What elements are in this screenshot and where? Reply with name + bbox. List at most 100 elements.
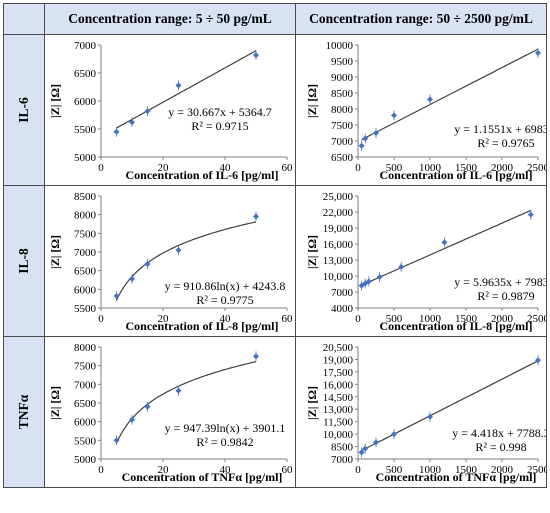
trendline <box>361 360 539 452</box>
data-point <box>527 211 534 218</box>
column-header-high-range: Concentration range: 50 ÷ 2500 pg/mL <box>295 3 547 35</box>
data-point <box>175 387 182 394</box>
data-point <box>365 278 372 285</box>
y-tick-label: 8500 <box>331 442 354 454</box>
y-tick-label: 25,000 <box>323 191 354 203</box>
y-tick-label: 5500 <box>74 124 97 136</box>
data-point <box>535 50 541 56</box>
trendline <box>361 209 532 286</box>
y-tick-label: 7000 <box>74 247 97 259</box>
x-tick-label: 60 <box>282 162 294 174</box>
chart-il8-high: 4000 7000 10,000 13,000 16,000 19,000 22,000 25… <box>305 191 546 333</box>
row-tnf: TNFα 5000 5500 6000 6500 7000 7500 8000 0 20 40 60… <box>3 336 547 488</box>
data-point <box>253 213 259 220</box>
y-tick-label: 22,000 <box>323 207 354 219</box>
x-axis-title: Concentration of IL-8 [pg/ml] <box>380 319 533 333</box>
data-point <box>253 353 259 360</box>
y-tick-label: 6500 <box>74 398 97 410</box>
x-tick-label: 2000 <box>491 162 514 174</box>
data-point <box>144 108 151 115</box>
y-tick-label: 6000 <box>74 96 97 108</box>
fit-equation: y = 30.667x + 5364.7 <box>168 105 272 119</box>
data-point <box>129 119 135 126</box>
x-tick-label: 40 <box>220 313 232 325</box>
data-point <box>441 239 448 246</box>
data-point <box>113 128 120 135</box>
x-tick-label: 20 <box>158 162 170 174</box>
y-tick-label: 14,500 <box>323 392 354 404</box>
fit-r-squared: R² = 0.9765 <box>477 136 534 150</box>
data-point <box>373 439 379 446</box>
y-tick-label: 8000 <box>331 104 354 116</box>
y-tick-label: 19,000 <box>323 354 354 366</box>
trendline <box>361 48 539 141</box>
data-point <box>398 263 405 270</box>
chart-cell-il8-low: 5500 6000 6500 7000 7500 8000 8500 0 20 40 60 Conce… <box>44 185 296 337</box>
fit-equation: y = 1.1551x + 6983.7 <box>454 122 546 136</box>
x-tick-label: 40 <box>220 464 232 476</box>
chart-cell-tnf-high: 7000 8500 10,000 11,500 13,000 14,500 16,000 17… <box>295 336 547 488</box>
row-header-il8: IL-8 <box>3 185 45 337</box>
chart-cell-il8-high: 4000 7000 10,000 13,000 16,000 19,000 22,000 25… <box>295 185 547 337</box>
y-tick-label: 5000 <box>74 152 97 164</box>
x-tick-label: 0 <box>98 313 104 325</box>
y-tick-label: 13,000 <box>323 404 354 416</box>
y-axis-title: |Z| [Ω] <box>48 235 62 269</box>
x-tick-label: 20 <box>158 464 170 476</box>
y-tick-label: 11,500 <box>323 417 353 429</box>
y-tick-label: 7500 <box>331 120 354 132</box>
y-axis-title: |Z| [Ω] <box>305 235 319 269</box>
fit-r-squared: R² = 0.9879 <box>477 289 534 303</box>
data-point <box>373 130 379 136</box>
y-tick-label: 8000 <box>74 210 97 222</box>
y-tick-label: 6500 <box>74 68 97 80</box>
y-axis-title: |Z| [Ω] <box>48 386 62 420</box>
x-tick-label: 1000 <box>419 313 442 325</box>
x-tick-label: 500 <box>386 464 403 476</box>
chart-tnf-high: 7000850010,00011,50013,00014,50016,00017… <box>305 342 546 484</box>
y-tick-label: 13,000 <box>323 255 354 267</box>
y-tick-label: 7000 <box>74 379 97 391</box>
data-point <box>113 293 120 300</box>
x-tick-label: 0 <box>355 162 361 174</box>
x-axis-title: Concentration of IL-8 [pg/ml] <box>126 319 279 333</box>
y-axis-title: |Z| [Ω] <box>48 84 62 118</box>
x-tick-label: 2000 <box>491 313 514 325</box>
fit-r-squared: R² = 0.9842 <box>196 435 253 449</box>
calibration-table: Concentration range: 5 ÷ 50 pg/mL Concen… <box>3 3 547 488</box>
y-tick-label: 5500 <box>74 303 97 315</box>
row-label-il8: IL-8 <box>16 248 31 274</box>
data-point <box>175 247 182 254</box>
y-tick-label: 6500 <box>331 152 354 164</box>
y-tick-label: 10000 <box>326 40 354 52</box>
trendline <box>115 361 257 444</box>
row-header-il6: IL-6 <box>3 34 45 186</box>
fit-equation: y = 4.418x + 7788.3 <box>452 426 546 440</box>
data-point <box>253 52 259 59</box>
fit-r-squared: R² = 0.9715 <box>191 119 248 133</box>
data-point <box>391 431 397 438</box>
x-axis-title: Concentration of IL-6 [pg/ml] <box>126 168 279 182</box>
x-tick-label: 1500 <box>455 162 478 174</box>
y-tick-label: 8000 <box>74 342 97 354</box>
x-tick-label: 60 <box>282 464 294 476</box>
x-tick-label: 60 <box>282 313 294 325</box>
data-point <box>391 112 397 119</box>
chart-il8-low: 5500 6000 6500 7000 7500 8000 8500 0 20 40 60Conce… <box>48 191 294 333</box>
x-tick-label: 0 <box>98 162 104 174</box>
x-tick-label: 500 <box>386 162 403 174</box>
data-point <box>144 260 151 267</box>
x-axis-title: Concentration of TNFα [pg/ml] <box>376 470 537 484</box>
y-tick-label: 6000 <box>74 284 97 296</box>
x-tick-label: 1500 <box>455 464 478 476</box>
header-row: Concentration range: 5 ÷ 50 pg/mL Concen… <box>3 3 547 35</box>
y-tick-label: 6000 <box>74 417 97 429</box>
y-tick-label: 7500 <box>74 361 97 373</box>
trendline <box>116 50 257 129</box>
row-il6: IL-6 5000 5500 6000 6500 7000 0 20 40 60 Concentr… <box>3 34 547 186</box>
y-tick-label: 20,500 <box>323 342 354 354</box>
chart-il6-high: 6500 7000 7500 8000 8500 9000 9500 10000 0 500 100… <box>305 40 546 182</box>
x-tick-label: 2000 <box>491 464 514 476</box>
data-point <box>175 82 182 89</box>
